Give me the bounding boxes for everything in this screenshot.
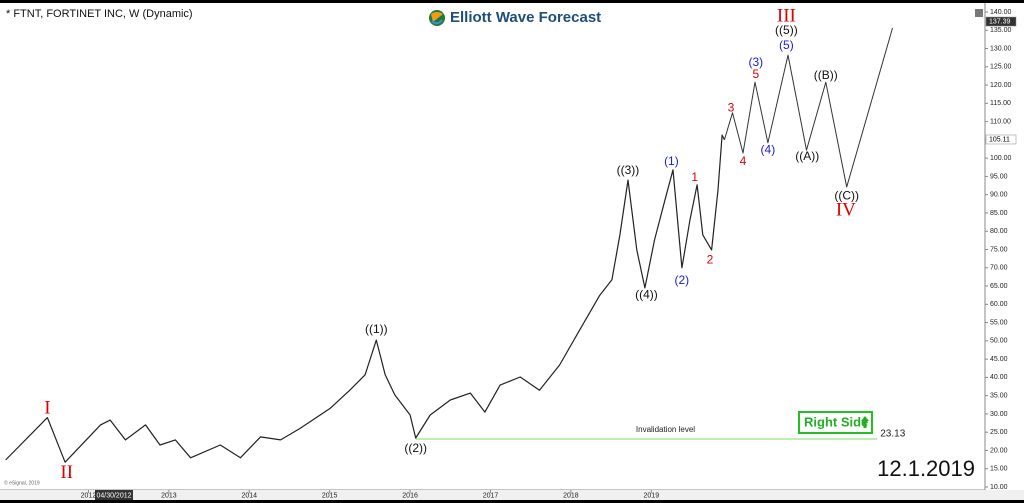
wave-label: (3) xyxy=(749,55,764,69)
x-tick-label: 2013 xyxy=(161,492,177,499)
wave-label: (2) xyxy=(675,273,690,287)
y-tick-label: 80.00 xyxy=(990,228,1008,235)
wave-label: ((A)) xyxy=(795,149,819,163)
wave-label: ((C)) xyxy=(834,188,859,202)
y-tick-label: 75.00 xyxy=(990,246,1008,253)
wave-label: 2 xyxy=(707,252,714,266)
x-tick-label: 2016 xyxy=(402,492,418,499)
wave-label: ((2)) xyxy=(404,441,427,455)
y-tick-label: 25.00 xyxy=(990,429,1008,436)
wave-label: II xyxy=(60,462,73,483)
wave-label: ((B)) xyxy=(814,68,838,82)
wave-label: (5) xyxy=(779,38,794,52)
y-tick-label: 85.00 xyxy=(990,210,1008,217)
y-tick-label: 115.00 xyxy=(990,100,1011,107)
right-side-badge: Right Side xyxy=(798,411,873,434)
wave-label: I xyxy=(44,398,50,419)
x-tick-label: 2012 xyxy=(81,492,97,499)
x-tick-label: 2015 xyxy=(322,492,338,499)
price-marker-label: 137.39 xyxy=(989,18,1011,25)
y-tick-label: 35.00 xyxy=(990,392,1008,399)
wave-label: IV xyxy=(836,199,856,220)
y-tick-label: 140.00 xyxy=(990,9,1012,16)
y-tick-label: 70.00 xyxy=(990,265,1008,272)
y-tick-label: 100.00 xyxy=(990,155,1012,162)
logo-arc xyxy=(431,19,443,25)
y-tick-label: 50.00 xyxy=(990,338,1008,345)
y-tick-label: 55.00 xyxy=(990,319,1008,326)
y-tick-label: 15.00 xyxy=(990,466,1008,473)
x-tick-label: 2017 xyxy=(483,492,499,499)
x-tick-label: 2014 xyxy=(241,492,257,499)
date-stamp: 12.1.2019 xyxy=(877,456,975,481)
y-tick-label: 95.00 xyxy=(990,173,1008,180)
window-button[interactable] xyxy=(975,9,983,17)
wave-label: 1 xyxy=(691,170,698,184)
wave-label: ((5)) xyxy=(775,23,798,37)
invalidation-value: 23.13 xyxy=(880,429,905,440)
wave-label: 4 xyxy=(740,154,747,168)
x-tick-label: 2019 xyxy=(644,492,660,499)
wave-label: ((1)) xyxy=(365,322,388,336)
y-tick-label: 90.00 xyxy=(990,192,1008,199)
y-tick-label: 120.00 xyxy=(990,82,1012,89)
brand-logo: Elliott Wave Forecast xyxy=(429,9,601,26)
x-tick-label: 2018 xyxy=(563,492,579,499)
price-marker-box xyxy=(985,134,1017,145)
wave-label: 3 xyxy=(728,100,735,114)
y-tick-label: 20.00 xyxy=(990,447,1008,454)
y-tick-label: 45.00 xyxy=(990,356,1008,363)
wave-label: ((4)) xyxy=(635,287,658,301)
y-tick-label: 130.00 xyxy=(990,45,1012,52)
price-marker-box xyxy=(985,16,1017,27)
copyright: © eSignal, 2019 xyxy=(4,479,40,486)
badge-text: Right Side xyxy=(804,414,868,429)
projection-line xyxy=(724,27,893,188)
y-tick-label: 65.00 xyxy=(990,283,1008,290)
wave-label: (1) xyxy=(664,154,679,168)
price-marker-label: 105.11 xyxy=(989,136,1010,143)
brand-name: Elliott Wave Forecast xyxy=(450,9,601,26)
wave-label: (4) xyxy=(761,142,776,156)
wave-label: ((3)) xyxy=(617,163,640,177)
price-line xyxy=(5,134,726,463)
y-tick-label: 110.00 xyxy=(990,118,1011,125)
invalidation-label: Invalidation level xyxy=(636,425,695,434)
y-tick-label: 135.00 xyxy=(990,27,1012,34)
logo-swoosh xyxy=(431,12,443,22)
cursor-date-box xyxy=(95,490,133,500)
chart-title: * FTNT, FORTINET INC, W (Dynamic) xyxy=(6,8,193,20)
badge-arrow xyxy=(861,416,869,428)
y-tick-label: 40.00 xyxy=(990,374,1008,381)
y-tick-label: 60.00 xyxy=(990,301,1008,308)
badge-box xyxy=(798,411,873,434)
y-tick-label: 10.00 xyxy=(990,484,1008,491)
y-tick-label: 125.00 xyxy=(990,64,1012,71)
cursor-date: 04/30/2012 xyxy=(96,492,131,499)
y-tick-label: 30.00 xyxy=(990,411,1008,418)
wave-label: 5 xyxy=(752,67,759,81)
x-axis-strip xyxy=(0,490,1024,500)
wave-label: III xyxy=(777,5,796,26)
